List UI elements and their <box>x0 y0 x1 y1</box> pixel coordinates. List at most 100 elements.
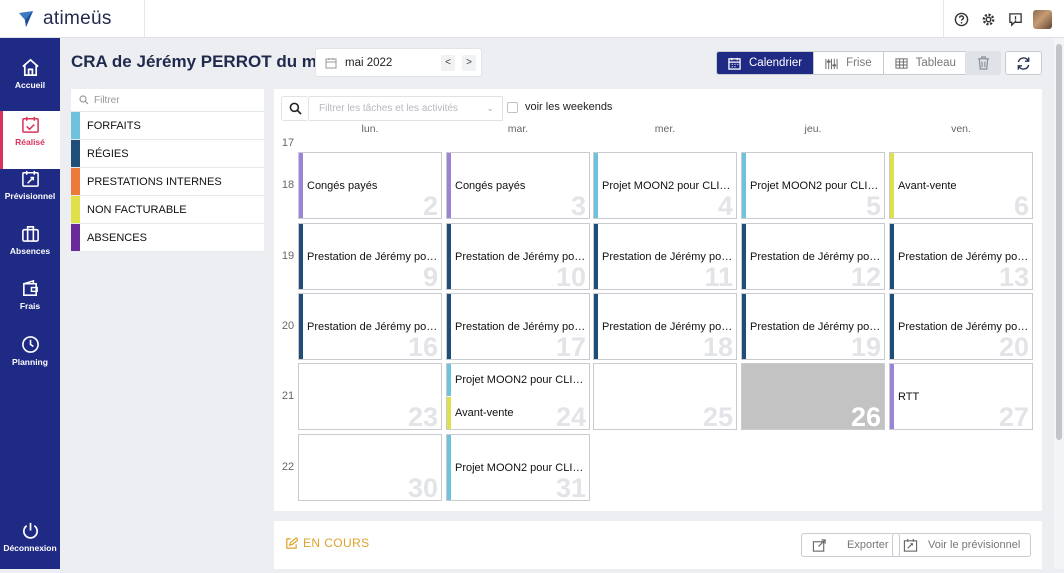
event-color-bar <box>447 364 451 396</box>
calendar-event[interactable]: Prestation de Jérémy pour CLIENT <box>890 224 1032 289</box>
refresh-button[interactable] <box>1005 51 1042 75</box>
calendar-day-cell[interactable]: Projet MOON2 pour CLIENT 5 <box>741 152 885 219</box>
nav-item-accueil[interactable]: Accueil <box>0 58 60 110</box>
search-button[interactable] <box>281 96 309 121</box>
category-item-absences[interactable]: ABSENCES <box>71 224 264 252</box>
nav-item-frais[interactable]: Frais <box>0 279 60 331</box>
calendar-day-cell[interactable]: Prestation de Jérémy pour CLIENT9 <box>298 223 442 290</box>
calendar-event[interactable]: Prestation de Jérémy pour CLIENT <box>742 294 884 359</box>
nav-item-planning[interactable]: Planning <box>0 335 60 387</box>
status-badge: EN COURS <box>285 536 370 550</box>
event-label: Prestation de Jérémy pour CLIENT <box>898 320 1032 333</box>
category-filter-input[interactable]: Filtrer <box>71 89 264 112</box>
task-filter-select[interactable]: Filtrer les tâches et les activités ⌄ <box>309 96 503 121</box>
calendar-event[interactable]: Prestation de Jérémy pour CLIENT <box>447 294 589 359</box>
calendar-day-cell[interactable]: Projet MOON2 pour CLIENT 4 <box>593 152 737 219</box>
calendar-event[interactable]: Prestation de Jérémy pour CLIENT <box>299 294 441 359</box>
calendar-day-cell[interactable]: Projet MOON2 pour CLIENT Avant-vente 24 <box>446 363 590 430</box>
chevron-down-icon: ⌄ <box>486 103 494 113</box>
calendar-event[interactable]: Prestation de Jérémy pour CLIENT <box>594 224 736 289</box>
calendar-event[interactable]: Prestation de Jérémy pour CLIENT <box>594 294 736 359</box>
tab-frise[interactable]: Frise <box>813 52 883 74</box>
event-label: Projet MOON2 pour CLIENT <box>455 461 589 474</box>
nav-item-realise[interactable]: Réalisé <box>0 111 60 169</box>
calendar-day-cell[interactable]: Prestation de Jérémy pour CLIENT18 <box>593 293 737 360</box>
tab-calendrier[interactable]: Calendrier <box>717 52 814 74</box>
view-forecast-button[interactable]: Voir le prévisionnel <box>892 533 1032 557</box>
day-header: mer. <box>654 123 676 135</box>
nav-item-deconnexion[interactable]: Déconnexion <box>0 521 60 573</box>
app-logo[interactable]: atimeüs <box>16 8 112 30</box>
calendar-event[interactable]: RTT <box>890 364 1032 429</box>
view-switcher: Calendrier Frise Tableau <box>716 51 968 75</box>
calendar-day-cell[interactable]: Projet MOON2 pour CLIENT 31 <box>446 434 590 501</box>
calendar-day-cell[interactable]: Avant-vente 6 <box>889 152 1033 219</box>
calendar-day-cell[interactable]: Prestation de Jérémy pour CLIENT16 <box>298 293 442 360</box>
calendar-day-cell[interactable]: 25 <box>593 363 737 430</box>
calendar-day-cell[interactable]: Prestation de Jérémy pour CLIENT10 <box>446 223 590 290</box>
calendar-day-cell[interactable]: 30 <box>298 434 442 501</box>
calendar-event[interactable]: Projet MOON2 pour CLIENT <box>447 364 589 396</box>
week-number: 21 <box>281 390 295 402</box>
category-item-prestations-internes[interactable]: PRESTATIONS INTERNES <box>71 168 264 196</box>
page-title: CRA de Jérémy PERROT du mois de <box>71 52 367 71</box>
prev-month-button[interactable]: < <box>441 55 455 71</box>
forecast-icon <box>903 538 918 552</box>
calendar-day-cell[interactable]: Prestation de Jérémy pour CLIENT20 <box>889 293 1033 360</box>
export-button[interactable]: Exporter <box>801 533 900 557</box>
nav-label: Accueil <box>14 80 46 90</box>
event-color-bar <box>890 294 894 359</box>
calendar-event[interactable]: Avant-vente <box>447 397 589 429</box>
forecast-label: Voir le prévisionnel <box>928 539 1021 551</box>
calendar-event[interactable]: Congés payés <box>299 153 441 218</box>
category-item-regies[interactable]: RÉGIES <box>71 140 264 168</box>
calendar-day-cell[interactable]: Congés payés 2 <box>298 152 442 219</box>
calendar-event[interactable]: Avant-vente <box>890 153 1032 218</box>
category-item-non-facturable[interactable]: NON FACTURABLE <box>71 196 264 224</box>
calendar-event[interactable]: Prestation de Jérémy pour CLIENT <box>447 224 589 289</box>
tab-tableau[interactable]: Tableau <box>882 52 967 74</box>
app-name: atimeüs <box>43 8 112 29</box>
day-number: 4 <box>717 191 733 219</box>
category-label: NON FACTURABLE <box>87 203 187 216</box>
month-picker[interactable]: mai 2022 < > <box>315 48 482 77</box>
weekends-label[interactable]: voir les weekends <box>525 101 613 113</box>
calendar-day-cell[interactable]: Prestation de Jérémy pour CLIENT19 <box>741 293 885 360</box>
week-number: 19 <box>281 250 295 262</box>
export-icon <box>812 538 826 552</box>
calendar-day-cell[interactable]: RTT 27 <box>889 363 1033 430</box>
next-month-button[interactable]: > <box>462 55 476 71</box>
settings-gear-icon[interactable] <box>979 9 997 29</box>
calendar-day-cell[interactable]: 23 <box>298 363 442 430</box>
event-label: Prestation de Jérémy pour CLIENT <box>455 250 589 263</box>
calendar-event[interactable]: Projet MOON2 pour CLIENT <box>594 153 736 218</box>
day-number: 20 <box>998 332 1029 360</box>
delete-button[interactable] <box>965 51 1001 75</box>
calendar-day-cell[interactable]: Prestation de Jérémy pour CLIENT12 <box>741 223 885 290</box>
feedback-icon[interactable] <box>1006 9 1024 29</box>
weekends-checkbox[interactable] <box>507 102 518 113</box>
calendar-day-cell[interactable]: Prestation de Jérémy pour CLIENT13 <box>889 223 1033 290</box>
calendar-day-cell[interactable]: Prestation de Jérémy pour CLIENT11 <box>593 223 737 290</box>
calendar-event[interactable]: Congés payés <box>447 153 589 218</box>
clock-icon <box>21 336 39 353</box>
nav-item-absences[interactable]: Absences <box>0 224 60 276</box>
scrollbar-thumb[interactable] <box>1056 44 1062 440</box>
category-label: PRESTATIONS INTERNES <box>87 175 222 188</box>
calendar-event[interactable]: Projet MOON2 pour CLIENT <box>742 153 884 218</box>
calendar-event[interactable]: Projet MOON2 pour CLIENT <box>447 435 589 500</box>
status-bar: EN COURS Exporter Voir le prévisionnel <box>274 521 1042 569</box>
category-item-forfaits[interactable]: FORFAITS <box>71 112 264 140</box>
user-avatar[interactable] <box>1033 9 1052 29</box>
category-color <box>71 168 80 195</box>
calendar-day-cell[interactable]: 26 <box>741 363 885 430</box>
calendar-day-cell[interactable]: Congés payés 3 <box>446 152 590 219</box>
calendar-event[interactable]: Prestation de Jérémy pour CLIENT <box>890 294 1032 359</box>
help-icon[interactable] <box>952 9 970 29</box>
calendar-event[interactable]: Prestation de Jérémy pour CLIENT <box>299 224 441 289</box>
day-number: 24 <box>555 402 586 430</box>
page-scrollbar[interactable] <box>1054 38 1064 569</box>
calendar-event[interactable]: Prestation de Jérémy pour CLIENT <box>742 224 884 289</box>
nav-item-previsionnel[interactable]: Prévisionnel <box>0 169 60 221</box>
calendar-day-cell[interactable]: Prestation de Jérémy pour CLIENT17 <box>446 293 590 360</box>
